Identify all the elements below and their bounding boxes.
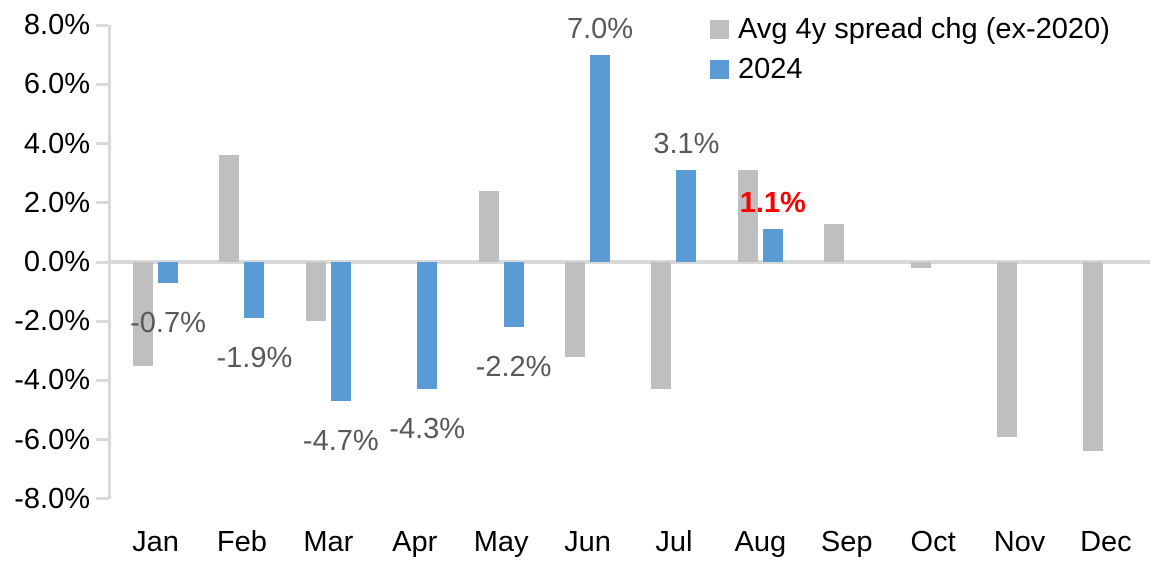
x-axis-label-aug: Aug [734, 526, 787, 558]
x-axis-label-nov: Nov [993, 526, 1046, 558]
y-axis-tick-label: 8.0% [23, 9, 90, 42]
y-axis-tick-label: -8.0% [14, 482, 90, 515]
bar-avg-may [478, 190, 499, 262]
data-label-mar: -4.7% [302, 425, 379, 458]
y-axis-tick [96, 23, 108, 27]
y-axis-tick-label: 2.0% [23, 186, 90, 219]
y-axis-tick-label: 4.0% [23, 127, 90, 160]
data-label-may: -2.2% [475, 351, 552, 384]
y-axis-tick-label: 0.0% [23, 246, 90, 278]
y-axis-tick [96, 142, 108, 146]
y-axis-tick [96, 260, 108, 264]
data-label-jun: 7.0% [566, 12, 634, 45]
y-axis-tick [96, 82, 108, 86]
x-axis-label-mar: Mar [303, 526, 354, 558]
y-axis-tick-label: 6.0% [23, 68, 90, 101]
data-label-apr: -4.3% [389, 413, 466, 446]
bar-2024-may [503, 262, 524, 328]
bar-avg-oct [910, 262, 931, 268]
bar-avg-jan [133, 262, 153, 366]
legend-label-avg-4y-spread: Avg 4y spread chg (ex-2020) [738, 13, 1110, 45]
legend-swatch-avg-4y-spread [710, 19, 729, 39]
bar-2024-aug [762, 229, 783, 262]
data-label-aug: 1.1% [739, 187, 806, 220]
legend-item-avg-4y-spread: Avg 4y spread chg (ex-2020) [710, 11, 1110, 47]
x-axis-label-sep: Sep [820, 526, 873, 558]
bar-avg-feb [219, 155, 240, 262]
y-axis-tick-label: -4.0% [14, 364, 90, 397]
bar-2024-feb [244, 262, 265, 319]
bar-avg-dec [1083, 262, 1104, 452]
y-axis-tick-label: -2.0% [14, 305, 90, 338]
bar-2024-mar [330, 262, 351, 402]
x-axis-label-jul: Jul [655, 526, 693, 558]
bar-avg-jun [565, 262, 585, 357]
zero-gridline [108, 260, 1150, 264]
data-label-jul: 3.1% [653, 128, 720, 161]
bar-2024-jan [158, 262, 178, 283]
bar-avg-aug [737, 170, 758, 262]
y-axis-tick [96, 319, 108, 323]
bar-2024-jun [590, 54, 610, 262]
x-axis-label-jun: Jun [564, 526, 611, 558]
y-axis-tick [96, 438, 108, 442]
x-axis-label-feb: Feb [216, 526, 267, 558]
y-axis-tick [96, 497, 108, 501]
data-label-jan: -0.7% [130, 306, 206, 339]
data-label-feb: -1.9% [216, 342, 293, 375]
bar-avg-jul [651, 262, 672, 390]
bar-2024-jul [676, 170, 697, 262]
x-axis-label-dec: Dec [1080, 526, 1132, 558]
legend-label-2024: 2024 [738, 53, 803, 85]
legend-item-2024: 2024 [710, 51, 803, 87]
y-axis-tick [96, 378, 108, 382]
y-axis-tick [96, 201, 108, 205]
bar-2024-apr [417, 262, 438, 390]
legend-swatch-2024 [710, 59, 729, 79]
x-axis-label-jan: Jan [132, 526, 179, 558]
bar-avg-nov [997, 262, 1017, 437]
x-axis-label-may: May [473, 526, 529, 558]
x-axis-label-apr: Apr [392, 526, 438, 558]
bar-avg-sep [824, 223, 845, 262]
bar-avg-mar [305, 262, 326, 322]
y-axis-tick-label: -6.0% [14, 423, 90, 456]
x-axis-label-oct: Oct [910, 526, 956, 558]
